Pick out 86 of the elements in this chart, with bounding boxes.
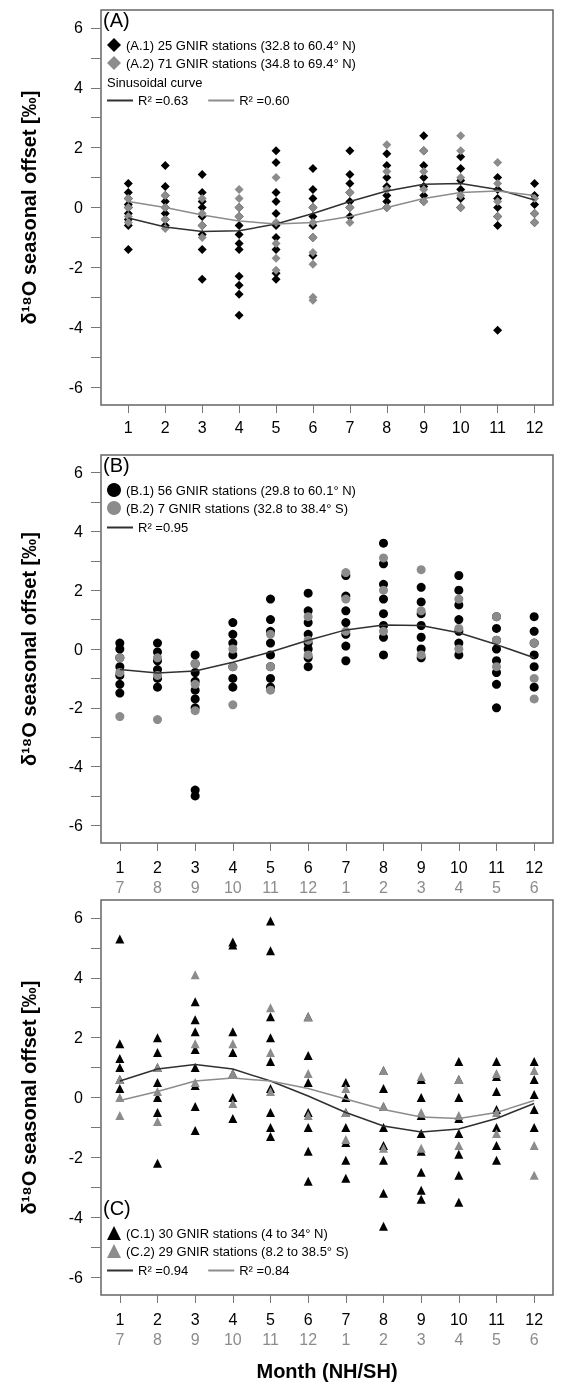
- point: [234, 194, 244, 204]
- x-tick-label: 12 6: [525, 1310, 544, 1348]
- x-tick-label: 6 12: [299, 858, 318, 896]
- y-tick-label: 2: [74, 581, 84, 599]
- y-tick-label: 6: [74, 19, 84, 37]
- legend-label: (B.1) 56 GNIR stations (29.8 to 60.1° N): [126, 482, 356, 498]
- x-tick-label: 1 7: [115, 858, 125, 896]
- x-tick-label: 10 4: [449, 1310, 468, 1348]
- legend-label: (A.1) 25 GNIR stations (32.8 to 60.4° N): [126, 37, 356, 53]
- y-tick-label: -6: [68, 1268, 84, 1286]
- x-axis-title: Month (NH/SH): [256, 1360, 398, 1382]
- y-tick-label: -6: [68, 378, 84, 396]
- y-tick-label: -4: [68, 758, 84, 776]
- x-tick-label: 8 2: [379, 858, 389, 896]
- x-tick-label: 2 8: [153, 1310, 163, 1348]
- legend-label: (A.2) 71 GNIR stations (34.8 to 69.4° N): [126, 55, 356, 71]
- y-tick-label: 6: [74, 909, 84, 927]
- x-tick-label: 3 9: [190, 1310, 200, 1348]
- point: [234, 185, 244, 195]
- y-tick-label: 4: [74, 79, 84, 97]
- y-tick-label: -4: [68, 318, 84, 336]
- y-axis-title: δ¹⁸O seasonal offset [‰]: [18, 90, 40, 325]
- x-tick-label: 9 3: [416, 1310, 426, 1348]
- y-axis-title: δ¹⁸O seasonal offset [‰]: [18, 980, 40, 1215]
- x-tick-label: 5 11: [262, 1310, 279, 1348]
- legend-label: R² =0.60: [239, 93, 290, 108]
- legend-title: Sinusoidal curve: [107, 75, 203, 90]
- y-tick-label: 0: [74, 640, 84, 658]
- legend-label: (C.1) 30 GNIR stations (4 to 34° N): [126, 1225, 328, 1241]
- point: [271, 253, 281, 263]
- x-tick-label: 7: [345, 418, 355, 436]
- x-tick-label: 7 1: [341, 858, 351, 896]
- x-tick-label: 8 2: [379, 1310, 389, 1348]
- point: [345, 217, 355, 227]
- x-tick-label: 11 5: [488, 1310, 505, 1348]
- point: [456, 131, 466, 141]
- chart-title: (B): [103, 454, 130, 476]
- x-tick-label: 5: [271, 418, 281, 436]
- x-tick-label: 2: [160, 418, 170, 436]
- x-tick-label: 6 12: [299, 1310, 318, 1348]
- x-tick-label: 2 8: [153, 858, 163, 896]
- x-tick-label: 3: [197, 418, 207, 436]
- legend-label: R² =0.94: [138, 1263, 189, 1278]
- x-tick-label: 9 3: [416, 858, 426, 896]
- y-axis-title: δ¹⁸O seasonal offset [‰]: [18, 532, 40, 766]
- point: [382, 140, 392, 150]
- y-tick-label: -2: [68, 258, 84, 276]
- point: [493, 197, 503, 207]
- x-tick-label: 4 10: [223, 858, 242, 896]
- y-tick-label: 4: [74, 969, 84, 987]
- x-tick-label: 9: [419, 418, 429, 436]
- y-tick-label: -2: [68, 1148, 84, 1166]
- x-tick-label: 1: [123, 418, 133, 436]
- x-tick-label: 11 5: [488, 858, 505, 896]
- y-tick-label: 0: [74, 199, 84, 216]
- y-tick-label: -2: [68, 699, 84, 717]
- x-tick-label: 7 1: [341, 1310, 351, 1348]
- y-tick-label: -4: [68, 1208, 84, 1226]
- text: (C): [103, 1197, 131, 1219]
- x-tick-label: 5 11: [262, 858, 279, 896]
- point: [493, 158, 503, 168]
- x-tick-label: 1 7: [115, 1310, 125, 1348]
- legend-label: (B.2) 7 GNIR stations (32.8 to 38.4° S): [126, 500, 348, 516]
- x-tick-label: 4 10: [223, 1310, 242, 1348]
- legend-label: R² =0.95: [138, 520, 189, 535]
- x-tick-label: 8: [382, 418, 392, 436]
- y-tick-label: 4: [74, 522, 84, 540]
- y-tick-label: -6: [68, 816, 84, 834]
- point: [271, 173, 281, 183]
- chart-title: (A): [103, 9, 130, 31]
- x-tick-label: 10: [451, 418, 470, 436]
- y-tick-label: 2: [74, 139, 84, 157]
- y-tick-label: 2: [74, 1029, 84, 1047]
- legend-label: R² =0.63: [138, 93, 189, 108]
- x-tick-label: 3 9: [190, 858, 200, 896]
- legend-label: (C.2) 29 GNIR stations (8.2 to 38.5° S): [126, 1243, 349, 1259]
- y-tick-label: 0: [74, 1089, 84, 1106]
- x-tick-label: 11: [489, 418, 507, 436]
- y-tick-label: 6: [74, 464, 84, 482]
- x-tick-label: 4: [234, 418, 244, 436]
- legend-label: R² =0.84: [239, 1263, 290, 1278]
- x-tick-label: 6: [308, 418, 318, 436]
- x-tick-label: 12: [525, 418, 544, 436]
- x-tick-label: 10 4: [449, 858, 468, 896]
- x-tick-label: 12 6: [525, 858, 544, 896]
- point: [308, 259, 318, 269]
